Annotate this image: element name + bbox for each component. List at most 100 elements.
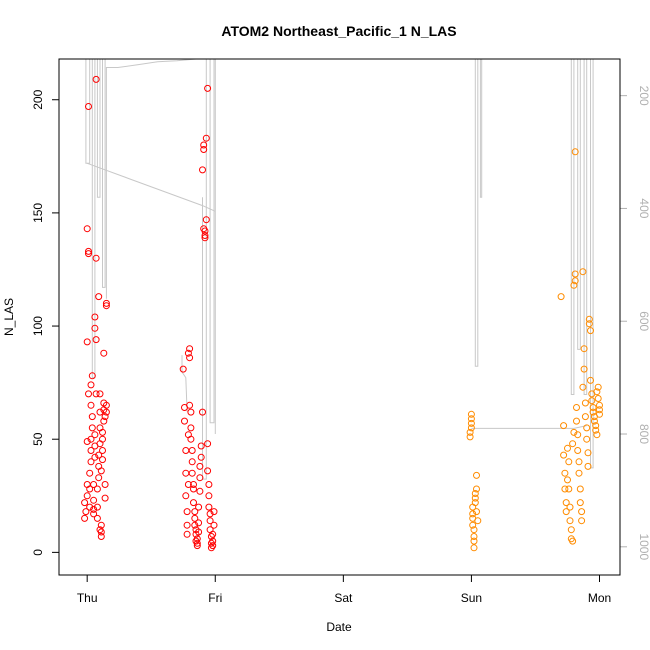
data-point-thu bbox=[85, 103, 92, 110]
data-point-fri bbox=[179, 365, 187, 373]
data-point-fri bbox=[201, 232, 209, 239]
data-point-thu bbox=[83, 225, 91, 233]
data-point-fri bbox=[186, 345, 194, 353]
data-point-thu bbox=[95, 462, 103, 470]
data-point-mon bbox=[566, 517, 574, 525]
data-point-mon bbox=[562, 499, 570, 507]
data-point-thu bbox=[87, 458, 95, 466]
x-tick-label: Thu bbox=[77, 591, 98, 605]
data-point-mon bbox=[596, 401, 603, 409]
data-point-mon bbox=[561, 485, 569, 493]
y-axis-label: N_LAS bbox=[2, 298, 16, 336]
data-point-sun bbox=[467, 415, 475, 423]
data-point-thu bbox=[90, 481, 98, 488]
data-point-mon bbox=[579, 383, 587, 391]
y-tick-label: 50 bbox=[31, 432, 45, 446]
data-point-fri bbox=[206, 510, 214, 518]
data-point-sun bbox=[471, 490, 479, 497]
data-point-thu bbox=[101, 413, 109, 421]
data-point-thu bbox=[90, 505, 98, 513]
data-point-thu bbox=[88, 413, 96, 421]
data-point-mon bbox=[581, 399, 589, 407]
data-point-fri bbox=[210, 508, 218, 516]
data-point-thu bbox=[85, 250, 92, 258]
data-point-mon bbox=[578, 517, 586, 525]
data-point-thu bbox=[96, 390, 104, 398]
data-point-thu bbox=[87, 447, 95, 454]
data-point-sun bbox=[470, 526, 478, 534]
data-point-thu bbox=[92, 390, 100, 398]
data-point-fri bbox=[188, 469, 196, 477]
data-point-thu bbox=[100, 417, 108, 425]
data-point-fri bbox=[187, 435, 195, 443]
data-point-fri bbox=[181, 417, 188, 425]
data-point-thu bbox=[90, 496, 98, 504]
data-point-thu bbox=[85, 247, 92, 255]
data-point-thu bbox=[87, 381, 95, 389]
data-point-mon bbox=[592, 422, 600, 430]
data-point-fri bbox=[206, 517, 214, 525]
data-point-sun bbox=[473, 485, 480, 493]
data-point-thu bbox=[83, 338, 91, 346]
data-point-thu bbox=[100, 349, 108, 357]
data-point-mon bbox=[566, 503, 574, 511]
data-point-mon bbox=[576, 499, 584, 507]
data-point-mon bbox=[584, 462, 592, 470]
data-point-fri bbox=[195, 528, 203, 536]
data-point-mon bbox=[579, 268, 587, 276]
data-point-mon bbox=[565, 458, 573, 466]
data-point-thu bbox=[92, 336, 100, 344]
data-point-fri bbox=[195, 519, 203, 527]
data-point-thu bbox=[88, 372, 96, 380]
data-point-mon bbox=[585, 320, 593, 328]
data-point-fri bbox=[182, 492, 190, 500]
axis-layer: Thu Fri Sat Sun Mon 0 50 100 150 200 200 400 600 800 1… bbox=[31, 86, 650, 605]
data-point-fri bbox=[197, 442, 205, 450]
data-point-fri bbox=[186, 401, 194, 409]
data-point-fri bbox=[184, 481, 192, 488]
depth-tick-label: 600 bbox=[637, 311, 650, 331]
data-point-thu bbox=[82, 508, 90, 516]
data-point-mon bbox=[570, 428, 578, 436]
data-point-mon bbox=[564, 476, 571, 484]
y-tick-label: 100 bbox=[31, 316, 45, 336]
data-point-thu bbox=[95, 451, 103, 459]
data-point-fri bbox=[205, 503, 213, 511]
data-point-mon bbox=[557, 293, 565, 301]
data-point-thu bbox=[90, 510, 98, 518]
data-point-thu bbox=[91, 324, 99, 332]
data-point-sun bbox=[471, 499, 479, 507]
data-point-mon bbox=[560, 422, 568, 430]
data-point-fri bbox=[182, 469, 190, 477]
data-point-thu bbox=[86, 485, 94, 493]
data-point-fri bbox=[193, 539, 201, 547]
data-point-mon bbox=[561, 469, 569, 477]
data-point-fri bbox=[183, 530, 191, 538]
data-point-sun bbox=[466, 433, 474, 441]
data-point-thu bbox=[99, 456, 106, 464]
depth-tick-label: 200 bbox=[637, 86, 650, 106]
data-point-mon bbox=[560, 451, 568, 459]
y-tick-label: 150 bbox=[31, 203, 45, 223]
depth-trace-segment-5 bbox=[202, 58, 216, 480]
data-point-fri bbox=[202, 216, 210, 224]
data-point-mon bbox=[588, 397, 596, 405]
data-point-thu bbox=[97, 521, 105, 529]
data-point-thu bbox=[85, 390, 92, 398]
data-point-fri bbox=[182, 447, 190, 454]
depth-trace-segment-2 bbox=[105, 58, 280, 299]
data-point-mon bbox=[592, 426, 600, 434]
data-point-thu bbox=[87, 435, 95, 443]
depth-trace-segment-7 bbox=[471, 425, 587, 429]
data-point-sun bbox=[474, 517, 482, 525]
data-point-fri bbox=[196, 487, 204, 495]
data-point-thu bbox=[102, 408, 110, 416]
data-point-thu bbox=[95, 293, 103, 301]
data-point-mon bbox=[584, 449, 592, 457]
x-tick-label: Sat bbox=[334, 591, 353, 605]
x-tick-label: Mon bbox=[588, 591, 611, 605]
data-point-fri bbox=[195, 503, 203, 511]
data-point-mon bbox=[594, 395, 602, 402]
data-point-mon bbox=[571, 270, 579, 278]
data-point-thu bbox=[91, 431, 99, 439]
